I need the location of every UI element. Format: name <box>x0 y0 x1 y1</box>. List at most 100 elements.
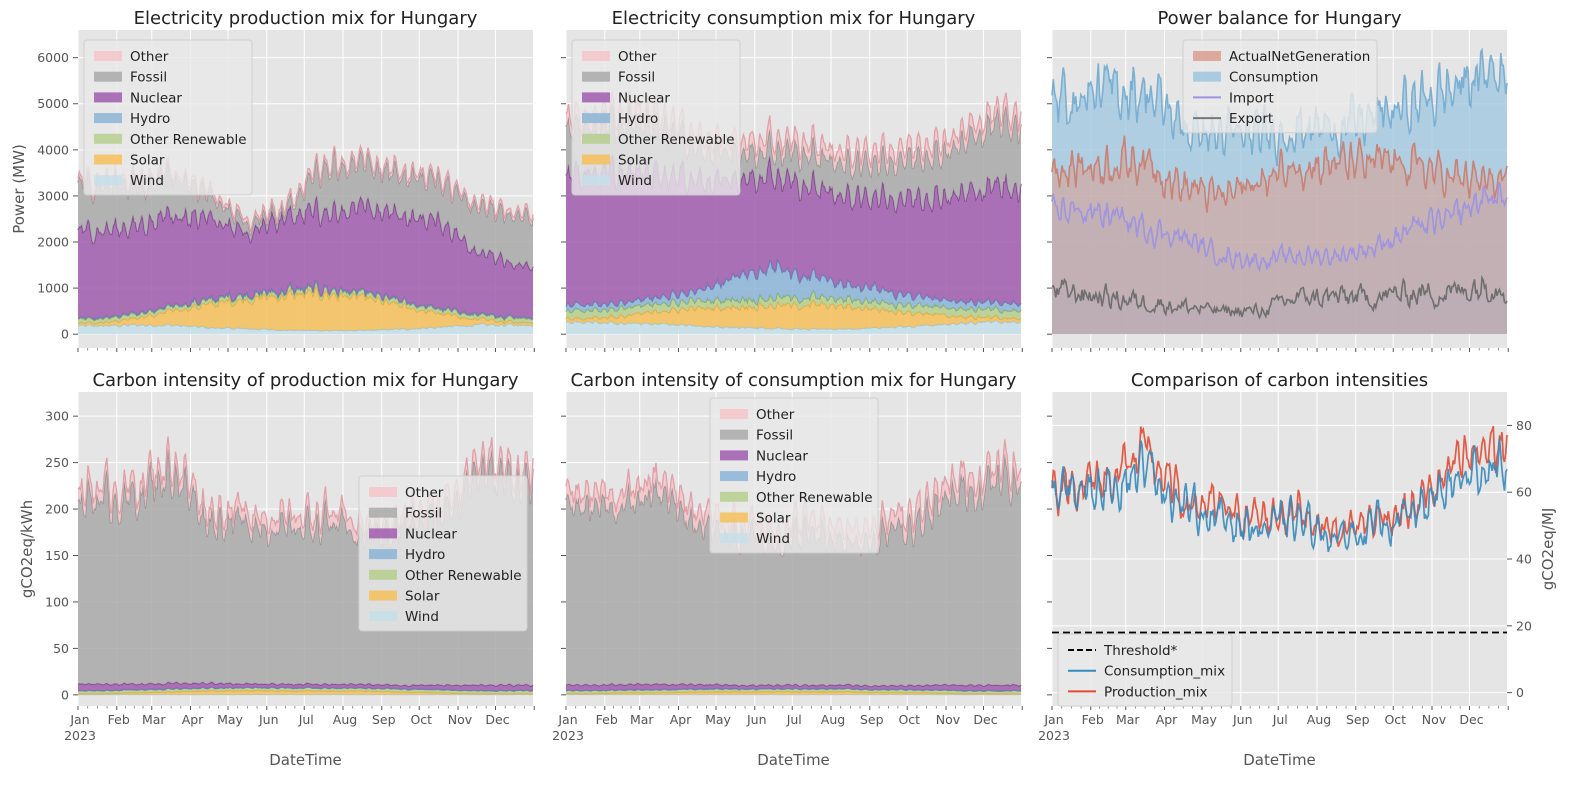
ci-comparison-xtick-label-jun: Jun <box>1232 712 1253 727</box>
power-balance-xaxis <box>1051 348 1509 352</box>
ci-consumption-xtick-label-jan: Jan <box>557 712 577 727</box>
consumption-mix-legend-box <box>571 39 741 196</box>
ci-production-xtick-label-oct: Oct <box>410 712 432 727</box>
ci-consumption-area-other <box>566 439 1021 557</box>
production-mix-area-solar <box>78 286 533 332</box>
power-balance-legend-label-actualnetgeneration: ActualNetGeneration <box>1229 49 1370 65</box>
ci-consumption-title: Carbon intensity of consumption mix for … <box>571 370 1017 391</box>
production-mix-title: Electricity production mix for Hungary <box>134 8 478 29</box>
ci-production-legend-swatch-fossil <box>369 507 397 518</box>
ci-consumption-xtick-label-aug: Aug <box>821 712 845 727</box>
production-mix-ytick-label: 1000 <box>37 281 69 296</box>
ci-production-legend-swatch-hydro <box>369 549 397 560</box>
power-balance-area-import <box>1052 182 1507 335</box>
power-balance-line-export <box>1051 274 1508 320</box>
production-mix-ytick-label: 2000 <box>37 235 69 250</box>
ci-production-legend-label-solar: Solar <box>405 589 440 605</box>
ci-production-legend-box <box>358 475 528 632</box>
ci-comparison-xtick-label-aug: Aug <box>1307 712 1331 727</box>
power-balance-legend-label-import: Import <box>1229 90 1274 106</box>
ci-comparison-xtick-label-feb: Feb <box>1082 712 1104 727</box>
ci-production-legend-swatch-wind <box>369 611 397 622</box>
ci-consumption-area-fossil <box>566 454 1021 687</box>
production-mix-ylabel: Power (MW) <box>10 144 28 234</box>
ci-production-ytick-label: 50 <box>53 641 69 656</box>
production-mix-legend-label-nuclear: Nuclear <box>130 90 182 106</box>
ci-production-title: Carbon intensity of production mix for H… <box>92 370 518 391</box>
consumption-mix-area-solar <box>566 299 1021 330</box>
ci-consumption-xtick-label-jul: Jul <box>786 712 802 727</box>
production-mix-legend-swatch-other-renewable <box>94 133 122 144</box>
production-mix-area-nuclear <box>78 196 533 320</box>
ci-production-ylabel: gCO2eq/kWh <box>18 500 36 598</box>
ci-consumption-legend-label-wind: Wind <box>756 531 790 547</box>
consumption-mix-legend-swatch-nuclear <box>582 92 610 103</box>
ci-consumption-legend-box <box>709 397 879 554</box>
ci-consumption-xtick-label-dec: Dec <box>973 712 997 727</box>
ci-production-legend-swatch-other-renewable <box>369 569 397 580</box>
ci-comparison-line-consumption-mix <box>1051 437 1508 553</box>
production-mix-legend-label-wind: Wind <box>130 173 164 189</box>
ci-comparison-legend-label-consumption-mix: Consumption_mix <box>1104 664 1225 680</box>
ci-consumption-legend-label-hydro: Hydro <box>756 469 796 485</box>
ci-production-xlabel: DateTime <box>269 751 342 769</box>
consumption-mix-area-wind <box>566 319 1021 335</box>
consumption-mix-legend-label-hydro: Hydro <box>618 111 658 127</box>
consumption-mix-area-hydro <box>566 259 1021 313</box>
ci-comparison-ytick-label: 40 <box>1516 552 1532 567</box>
power-balance-legend-box <box>1182 39 1378 134</box>
ci-consumption-legend-swatch-nuclear <box>720 450 748 461</box>
ci-production-legend-label-wind: Wind <box>405 609 439 625</box>
ci-comparison-ytick-label: 60 <box>1516 485 1532 500</box>
ci-comparison-xtick-year-label: 2023 <box>1038 728 1070 743</box>
ci-production-ytick-label: 250 <box>45 455 69 470</box>
ci-production-ytick-label: 0 <box>61 687 69 702</box>
ci-consumption-legend-label-solar: Solar <box>756 511 791 527</box>
power-balance-title: Power balance for Hungary <box>1157 8 1401 29</box>
ci-comparison-xtick-label-may: May <box>1191 712 1217 727</box>
ci-consumption-xtick-label-feb: Feb <box>596 712 618 727</box>
production-mix-legend-swatch-fossil <box>94 71 122 82</box>
ci-production-ytick-label: 200 <box>45 502 69 517</box>
ci-production-legend-swatch-other <box>369 487 397 497</box>
ci-consumption-xtick-label-mar: Mar <box>630 712 654 727</box>
ci-consumption-xtick-year-label: 2023 <box>552 728 584 743</box>
ci-comparison-ytick-label: 20 <box>1516 618 1532 633</box>
production-mix-ytick-label: 3000 <box>37 188 69 203</box>
ci-production-ytick-label: 300 <box>45 409 69 424</box>
ci-consumption-legend-swatch-solar <box>720 512 748 523</box>
consumption-mix-legend-swatch-hydro <box>582 113 610 124</box>
ci-production-xtick-label-aug: Aug <box>333 712 357 727</box>
ci-production-legend-label-other: Other <box>405 485 444 501</box>
production-mix-xaxis <box>77 348 535 352</box>
ci-comparison-xlabel: DateTime <box>1243 751 1316 769</box>
consumption-mix-legend-swatch-other-renewable <box>582 133 610 144</box>
ci-production-xtick-label-nov: Nov <box>448 712 473 727</box>
power-balance-legend-label-consumption: Consumption <box>1229 70 1318 86</box>
ci-production-area-solar <box>78 690 533 695</box>
ci-production-xtick-label-jul: Jul <box>298 712 314 727</box>
ci-production-xtick-label-may: May <box>217 712 243 727</box>
ci-production-legend: Other Fossil Nuclear Hydro Other Renewable So… <box>358 475 528 632</box>
ci-comparison-ytick-label: 0 <box>1516 685 1524 700</box>
ci-production-ytick-label: 150 <box>45 548 69 563</box>
production-mix-area-wind <box>78 322 533 335</box>
production-mix-ytick-label: 6000 <box>37 50 69 65</box>
ci-consumption-legend-swatch-wind <box>720 533 748 544</box>
ci-production-xtick-label-mar: Mar <box>142 712 166 727</box>
ci-consumption-legend-label-nuclear: Nuclear <box>756 448 808 464</box>
ci-comparison-xtick-label-dec: Dec <box>1459 712 1483 727</box>
power-balance-areas <box>1051 47 1508 335</box>
production-mix-legend-swatch-solar <box>94 154 122 165</box>
consumption-mix-legend-label-other: Other <box>618 49 657 65</box>
power-balance-legend-swatch-consumption <box>1193 71 1221 82</box>
ci-consumption-xtick-label-nov: Nov <box>936 712 961 727</box>
ci-consumption-legend-swatch-fossil <box>720 429 748 440</box>
ci-comparison-xtick-label-nov: Nov <box>1422 712 1447 727</box>
production-mix-legend-swatch-hydro <box>94 113 122 124</box>
ci-consumption-areas <box>565 439 1022 696</box>
ci-production-xtick-label-feb: Feb <box>108 712 130 727</box>
